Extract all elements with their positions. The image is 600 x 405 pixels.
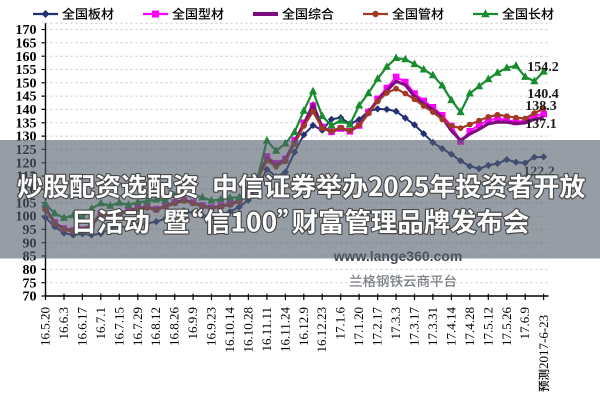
- svg-text:160: 160: [16, 50, 37, 65]
- svg-text:17.5.26: 17.5.26: [499, 307, 514, 347]
- svg-text:170: 170: [16, 23, 37, 38]
- svg-text:135: 135: [16, 116, 37, 131]
- svg-text:16.11.24: 16.11.24: [277, 307, 292, 353]
- svg-text:165: 165: [16, 36, 37, 51]
- svg-text:16.10.28: 16.10.28: [240, 307, 255, 353]
- svg-text:80: 80: [23, 263, 37, 278]
- svg-text:17.5.12: 17.5.12: [480, 307, 495, 346]
- svg-text:17.1.6: 17.1.6: [333, 307, 348, 340]
- svg-text:17.3.31: 17.3.31: [425, 307, 440, 346]
- svg-text:16.5.20: 16.5.20: [38, 307, 53, 346]
- svg-text:2017-6-23: 2017-6-23: [536, 315, 551, 369]
- svg-text:16.9.9: 16.9.9: [185, 307, 200, 340]
- svg-text:16.11.11: 16.11.11: [259, 307, 274, 352]
- svg-text:145: 145: [16, 90, 37, 105]
- svg-text:17.6.9: 17.6.9: [517, 307, 532, 340]
- svg-text:70: 70: [23, 290, 37, 305]
- svg-text:75: 75: [23, 276, 37, 291]
- svg-text:16.6.17: 16.6.17: [74, 307, 89, 347]
- svg-text:137.1: 137.1: [525, 117, 557, 132]
- svg-text:17.1.20: 17.1.20: [351, 307, 366, 346]
- svg-text:155: 155: [16, 63, 37, 78]
- svg-text:154.2: 154.2: [527, 60, 559, 75]
- svg-text:16.12.9: 16.12.9: [296, 307, 311, 346]
- svg-text:16.7.1: 16.7.1: [93, 307, 108, 340]
- svg-text:140: 140: [16, 103, 37, 118]
- svg-text:17.4.14: 17.4.14: [443, 307, 458, 347]
- svg-text:16.10.14: 16.10.14: [222, 307, 237, 353]
- svg-text:16.7.15: 16.7.15: [111, 307, 126, 346]
- svg-text:16.8.12: 16.8.12: [148, 307, 163, 346]
- svg-text:16.6.3: 16.6.3: [56, 307, 71, 340]
- svg-text:17.3.3: 17.3.3: [388, 307, 403, 340]
- svg-text:138.3: 138.3: [525, 99, 557, 114]
- svg-text:16.9.23: 16.9.23: [204, 307, 219, 346]
- svg-text:17.4.28: 17.4.28: [462, 307, 477, 346]
- svg-text:16.12.23: 16.12.23: [314, 307, 329, 353]
- svg-text:17.2.17: 17.2.17: [370, 307, 385, 347]
- svg-text:16.7.29: 16.7.29: [130, 307, 145, 346]
- svg-text:17.3.17: 17.3.17: [407, 307, 422, 347]
- svg-text:140.4: 140.4: [527, 87, 559, 102]
- svg-text:150: 150: [16, 76, 37, 91]
- svg-text:16.8.26: 16.8.26: [167, 307, 182, 347]
